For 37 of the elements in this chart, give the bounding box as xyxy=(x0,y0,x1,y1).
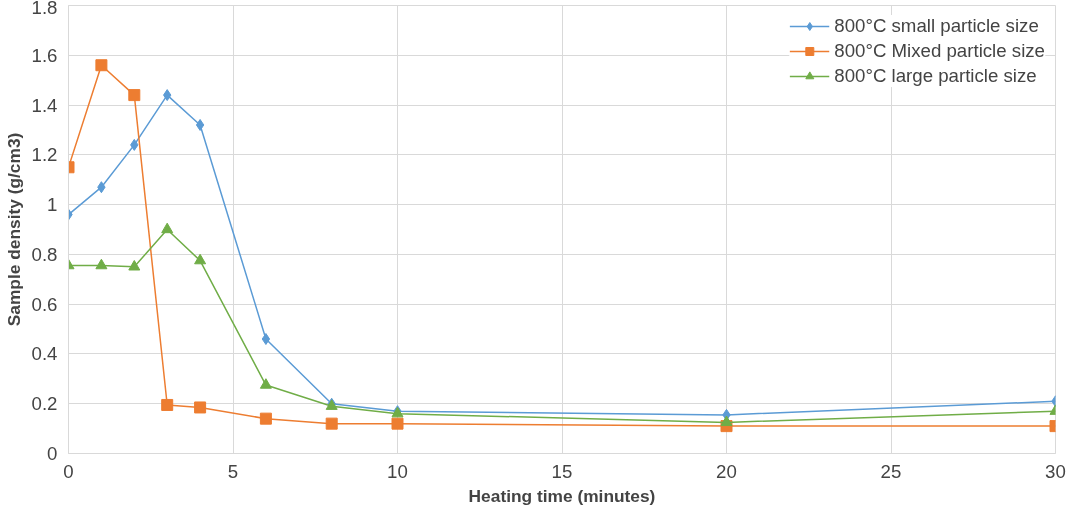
y-axis-title: Sample density (g/cm3) xyxy=(3,132,24,327)
point xyxy=(194,401,207,414)
y-tick-label: 0.4 xyxy=(31,343,58,365)
y-tick-label: 0 xyxy=(47,443,58,464)
point xyxy=(95,59,108,72)
x-tick-label: 30 xyxy=(1045,460,1066,482)
x-tick-label: 25 xyxy=(880,460,902,482)
point xyxy=(391,417,404,430)
y-tick-label: 0.2 xyxy=(31,393,58,415)
x-axis-title: Heating time (minutes) xyxy=(468,485,656,506)
legend-label: 800°C small particle size xyxy=(834,15,1039,37)
point xyxy=(161,222,174,234)
point xyxy=(194,253,207,265)
legend-label: 800°C large particle size xyxy=(834,65,1037,87)
point xyxy=(325,417,338,430)
y-tick-label: 1 xyxy=(47,194,58,216)
point xyxy=(259,412,272,425)
x-tick-label: 10 xyxy=(387,460,408,482)
y-tick-label: 1.4 xyxy=(31,94,58,116)
point xyxy=(259,378,272,389)
y-tick-label: 0.8 xyxy=(31,243,58,265)
point xyxy=(720,415,733,427)
point xyxy=(161,398,174,411)
point xyxy=(261,333,271,346)
point xyxy=(95,258,108,270)
point xyxy=(128,89,141,102)
x-tick-label: 0 xyxy=(63,460,74,482)
y-tick-label: 0.6 xyxy=(31,293,58,315)
y-tick-label: 1.6 xyxy=(31,44,58,66)
y-tick-label: 1.2 xyxy=(31,144,58,166)
x-tick-label: 20 xyxy=(716,460,737,482)
point xyxy=(195,118,205,131)
y-tick-label: 1.8 xyxy=(31,0,58,18)
legend-label: 800°C Mixed particle size xyxy=(834,40,1045,62)
x-tick-label: 5 xyxy=(227,460,239,482)
point xyxy=(128,259,141,271)
x-tick-label: 15 xyxy=(551,460,573,482)
